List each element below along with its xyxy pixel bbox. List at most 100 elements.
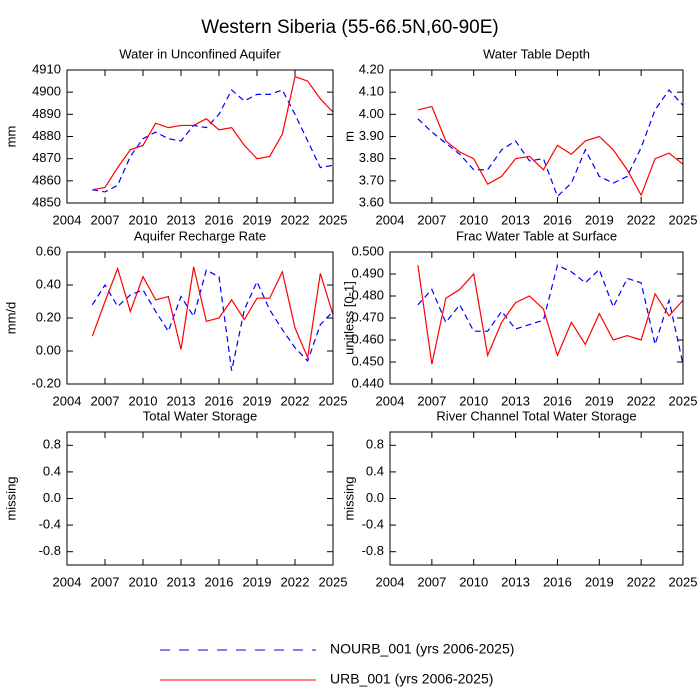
x-tick-label: 2025 (669, 212, 698, 227)
y-axis-label: mm/d (3, 302, 18, 335)
plot-frame (389, 251, 684, 385)
x-tick-label: 2004 (376, 393, 405, 408)
y-tick-label: 3.70 (359, 172, 384, 187)
series-line (92, 75, 334, 191)
y-tick-label: 0.0 (43, 490, 61, 505)
y-tick-label: 4890 (32, 106, 61, 121)
x-tick-label: 2022 (627, 574, 656, 589)
x-tick-label: 2010 (129, 574, 158, 589)
y-tick-label: 0.4 (43, 463, 61, 478)
x-tick-label: 2016 (205, 393, 234, 408)
x-tick-label: 2019 (585, 574, 614, 589)
legend-label: URB_001 (yrs 2006-2025) (330, 671, 493, 687)
y-tick-label: 3.90 (359, 128, 384, 143)
series-line (417, 88, 684, 198)
y-tick-label: 0.440 (351, 375, 384, 390)
y-axis-label: missing (341, 476, 356, 520)
x-tick-label: 2025 (669, 393, 698, 408)
x-tick-label: 2013 (167, 393, 196, 408)
plot-frame (66, 431, 334, 566)
x-tick-label: 2010 (129, 212, 158, 227)
y-tick-label: 0.4 (366, 463, 384, 478)
x-tick-label: 2013 (167, 574, 196, 589)
y-tick-label: 0.0 (366, 490, 384, 505)
y-tick-label: 4.10 (359, 84, 384, 99)
x-tick-label: 2013 (501, 574, 530, 589)
y-tick-label: 4.20 (359, 61, 384, 76)
x-tick-label: 2016 (205, 574, 234, 589)
y-axis-label: m (341, 131, 356, 142)
x-tick-label: 2025 (319, 574, 348, 589)
x-tick-label: 2010 (459, 393, 488, 408)
panel-title: Total Water Storage (143, 408, 257, 423)
x-tick-label: 2019 (585, 212, 614, 227)
x-tick-label: 2013 (501, 212, 530, 227)
y-tick-label: -0.4 (362, 517, 384, 532)
x-tick-label: 2010 (459, 212, 488, 227)
plot-frame (66, 69, 334, 204)
y-tick-label: 4900 (32, 84, 61, 99)
x-tick-label: 2010 (459, 574, 488, 589)
y-tick-label: 0.470 (351, 309, 384, 324)
y-tick-label: 0.60 (36, 243, 61, 258)
y-tick-label: 0.460 (351, 331, 384, 346)
y-tick-label: -0.8 (39, 543, 61, 558)
series-line (91, 266, 334, 360)
x-tick-label: 2004 (376, 212, 405, 227)
panel-title: Water in Unconfined Aquifer (119, 46, 281, 61)
x-tick-label: 2022 (281, 574, 310, 589)
panel-title: Aquifer Recharge Rate (134, 228, 266, 243)
x-tick-label: 2004 (53, 393, 82, 408)
y-axis-label: missing (3, 476, 18, 520)
series-line (417, 105, 684, 197)
x-tick-label: 2022 (627, 393, 656, 408)
x-tick-label: 2019 (243, 574, 272, 589)
y-tick-label: 3.60 (359, 194, 384, 209)
x-tick-label: 2004 (53, 212, 82, 227)
x-tick-label: 2016 (205, 212, 234, 227)
panel-title: Frac Water Table at Surface (456, 228, 617, 243)
y-tick-label: 0.8 (43, 437, 61, 452)
plot-frame (389, 431, 684, 566)
y-tick-label: 0.00 (36, 342, 61, 357)
x-tick-label: 2022 (281, 393, 310, 408)
series-line (417, 264, 684, 365)
x-tick-label: 2025 (319, 393, 348, 408)
figure-title: Western Siberia (55-66.5N,60-90E) (201, 17, 498, 38)
x-tick-label: 2013 (167, 212, 196, 227)
y-tick-label: 0.450 (351, 353, 384, 368)
x-tick-label: 2019 (585, 393, 614, 408)
x-tick-label: 2007 (91, 574, 120, 589)
y-tick-label: 0.490 (351, 265, 384, 280)
x-tick-label: 2004 (376, 574, 405, 589)
x-tick-label: 2010 (129, 393, 158, 408)
y-tick-label: 3.80 (359, 150, 384, 165)
y-tick-label: 4860 (32, 172, 61, 187)
x-tick-label: 2016 (543, 393, 572, 408)
x-tick-label: 2019 (243, 212, 272, 227)
x-tick-label: 2007 (417, 393, 446, 408)
y-tick-label: 0.20 (36, 309, 61, 324)
x-tick-label: 2007 (417, 212, 446, 227)
y-tick-label: 4870 (32, 150, 61, 165)
panel-title: River Channel Total Water Storage (436, 408, 636, 423)
x-tick-label: 2007 (91, 393, 120, 408)
y-tick-label: 0.480 (351, 287, 384, 302)
x-tick-label: 2025 (319, 212, 348, 227)
x-tick-label: 2007 (91, 212, 120, 227)
y-tick-label: 0.8 (366, 437, 384, 452)
plot-frame (66, 251, 334, 385)
panel-title: Water Table Depth (483, 46, 590, 61)
y-axis-label: mm (3, 126, 18, 148)
y-tick-label: 4910 (32, 61, 61, 76)
x-tick-label: 2025 (669, 574, 698, 589)
x-tick-label: 2016 (543, 574, 572, 589)
x-tick-label: 2019 (243, 393, 272, 408)
x-tick-label: 2013 (501, 393, 530, 408)
x-tick-label: 2022 (627, 212, 656, 227)
plot-frame (389, 69, 684, 204)
y-tick-label: 4850 (32, 194, 61, 209)
x-tick-label: 2007 (417, 574, 446, 589)
legend-label: NOURB_001 (yrs 2006-2025) (330, 641, 514, 657)
